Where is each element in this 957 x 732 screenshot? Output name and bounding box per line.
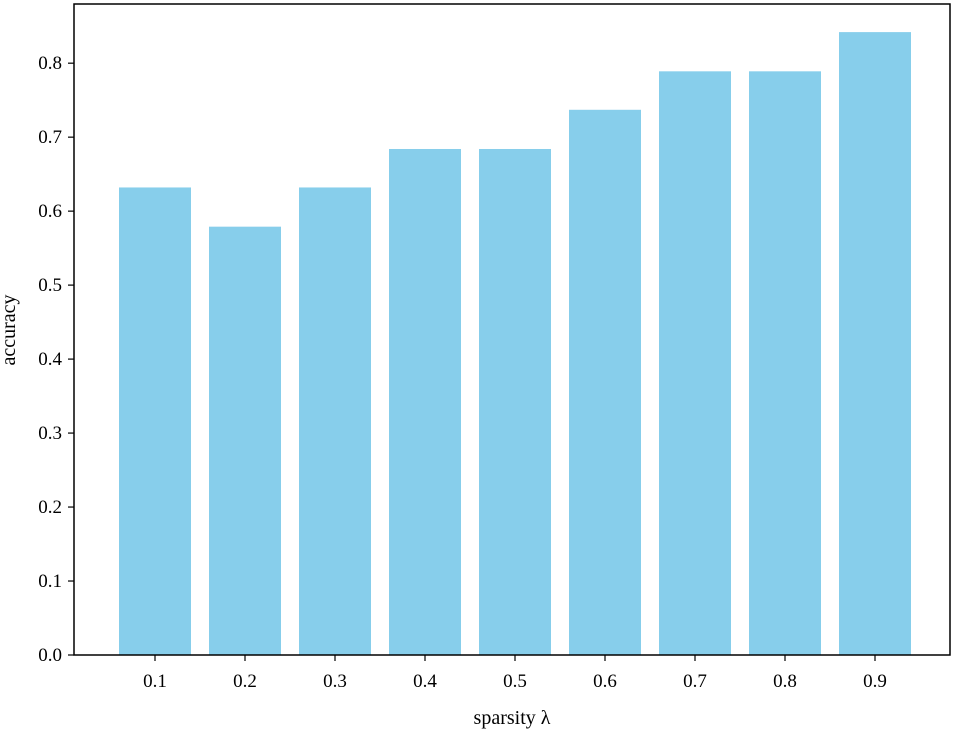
bar-0.1 <box>119 187 191 656</box>
y-tick-label: 0.3 <box>38 423 62 444</box>
bars-group <box>119 32 911 656</box>
y-tick-label: 0.1 <box>38 571 62 592</box>
y-tick-label: 0.0 <box>38 645 62 666</box>
y-tick-label: 0.4 <box>38 349 62 370</box>
bar-0.6 <box>569 109 641 656</box>
y-tick-label: 0.8 <box>38 53 62 74</box>
y-axis: 0.0 0.1 0.2 0.3 0.4 0.5 0.6 0.7 0.8 <box>38 53 74 666</box>
x-tick-label: 0.8 <box>773 671 797 692</box>
y-axis-label: accuracy <box>0 294 20 365</box>
y-tick-label: 0.5 <box>38 275 62 296</box>
x-tick-label: 0.5 <box>503 671 527 692</box>
bar-0.5 <box>479 148 551 655</box>
x-tick-label: 0.9 <box>863 671 887 692</box>
y-tick-label: 0.7 <box>38 127 62 148</box>
bar-0.8 <box>749 71 821 655</box>
bar-0.2 <box>209 226 281 656</box>
bar-0.7 <box>659 71 731 655</box>
y-tick-label: 0.6 <box>38 201 62 222</box>
plot-frame <box>73 3 951 656</box>
x-tick-label: 0.6 <box>593 671 617 692</box>
x-tick-label: 0.2 <box>233 671 257 692</box>
x-tick-label: 0.4 <box>413 671 437 692</box>
bar-0.3 <box>299 187 371 656</box>
x-tick-label: 0.3 <box>323 671 347 692</box>
x-axis: 0.1 0.2 0.3 0.4 0.5 0.6 0.7 0.8 0.9 <box>143 655 887 692</box>
x-axis-label: sparsity λ <box>474 707 551 729</box>
y-tick-label: 0.2 <box>38 497 62 518</box>
x-tick-label: 0.1 <box>143 671 167 692</box>
x-tick-label: 0.7 <box>683 671 707 692</box>
bar-0.4 <box>389 148 461 655</box>
bar-0.9 <box>839 32 911 655</box>
